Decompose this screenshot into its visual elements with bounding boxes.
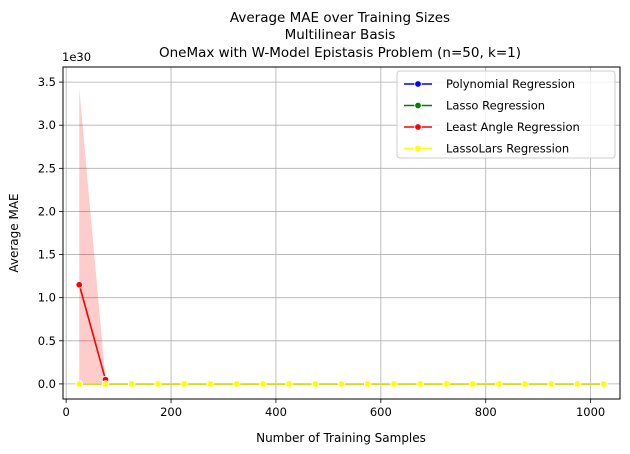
y-offset-label: 1e30 xyxy=(62,50,91,64)
data-point-lassolars-regression xyxy=(180,380,188,388)
legend-marker xyxy=(414,144,422,153)
confidence-band xyxy=(79,88,106,384)
data-point-lassolars-regression xyxy=(128,380,136,388)
data-point-lassolars-regression xyxy=(101,380,110,388)
x-tick-label: 400 xyxy=(265,405,287,419)
chart-title-line-3: OneMax with W-Model Epistasis Problem (n… xyxy=(159,45,521,61)
x-tick-label: 200 xyxy=(160,405,182,419)
confidence-bands xyxy=(79,88,106,384)
data-point-lassolars-regression xyxy=(600,380,608,388)
y-axis-ticks: 0.0 0.5 1.0 1.5 2.0 2.5 3.0 3.5 xyxy=(38,75,63,391)
data-point-lassolars-regression xyxy=(442,380,451,388)
x-tick-label: 1000 xyxy=(576,405,605,419)
data-point-lassolars-regression xyxy=(547,380,555,388)
data-point-lassolars-regression xyxy=(285,380,293,388)
y-tick-label: 0.0 xyxy=(38,377,56,391)
data-point-lassolars-regression xyxy=(468,380,477,388)
legend-label: LassoLars Regression xyxy=(446,142,569,156)
data-point-least-angle-regression xyxy=(75,281,83,289)
data-point-lassolars-regression xyxy=(521,380,529,388)
x-tick-label: 800 xyxy=(475,405,497,419)
data-point-lassolars-regression xyxy=(390,380,398,388)
legend-label: Lasso Regression xyxy=(446,99,545,113)
legend-box xyxy=(396,70,616,159)
data-point-lassolars-regression xyxy=(573,380,582,388)
x-tick-label: 0 xyxy=(62,405,69,419)
x-axis-ticks: 0 200 400 600 800 1000 xyxy=(62,399,605,419)
y-tick-label: 2.0 xyxy=(38,204,56,218)
legend-label: Polynomial Regression xyxy=(446,77,575,91)
data-point-lassolars-regression xyxy=(75,380,83,388)
data-point-lassolars-regression xyxy=(154,380,162,388)
data-point-lassolars-regression xyxy=(259,380,267,388)
legend: Polynomial Regression Lasso Regression Lea… xyxy=(396,70,616,159)
data-point-lassolars-regression xyxy=(495,380,503,388)
data-point-lassolars-regression xyxy=(337,380,346,388)
legend-marker xyxy=(414,80,422,88)
data-point-lassolars-regression xyxy=(364,380,372,388)
y-tick-label: 1.0 xyxy=(38,291,56,305)
legend-label: Least Angle Regression xyxy=(446,120,580,134)
data-point-lassolars-regression xyxy=(206,380,215,388)
plot-frame xyxy=(62,66,621,400)
data-point-lassolars-regression xyxy=(232,380,241,388)
y-tick-label: 3.5 xyxy=(38,75,56,89)
legend-marker xyxy=(414,123,422,131)
chart-title-line-1: Average MAE over Training Sizes xyxy=(230,10,450,26)
data-point-lassolars-regression xyxy=(311,380,319,388)
y-axis-label: Average MAE xyxy=(7,193,21,272)
y-tick-label: 2.5 xyxy=(38,161,56,175)
y-tick-label: 3.0 xyxy=(38,118,56,132)
data-point-lassolars-regression xyxy=(416,380,424,388)
series-line-least-angle-regression xyxy=(78,284,107,380)
y-tick-label: 0.5 xyxy=(38,334,56,348)
legend-marker xyxy=(414,101,422,110)
x-axis-label: Number of Training Samples xyxy=(256,431,426,445)
series-lines xyxy=(75,281,608,388)
x-tick-label: 600 xyxy=(370,405,392,419)
y-tick-label: 1.5 xyxy=(38,248,56,262)
chart-title-line-2: Multilinear Basis xyxy=(285,27,396,43)
